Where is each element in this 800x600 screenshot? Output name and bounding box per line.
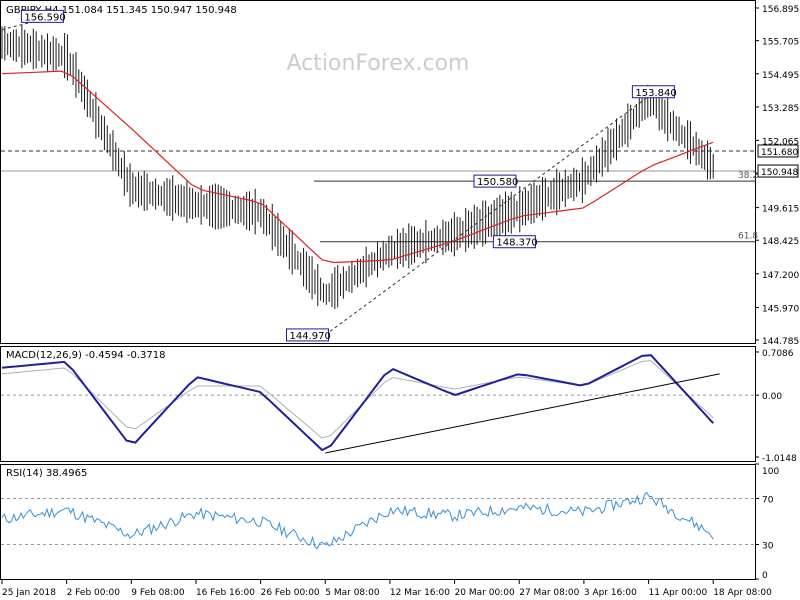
- right-price-box: [757, 144, 799, 158]
- rsi-tick-label: 100: [762, 467, 779, 477]
- price-panel-frame: [0, 0, 756, 344]
- rsi-tick-label: 70: [762, 496, 774, 506]
- x-tick-label: 2 Feb 00:00: [67, 588, 121, 598]
- price-tick-label: 147.200: [762, 271, 799, 281]
- price-label-box: [285, 328, 329, 342]
- rsi-y-axis: 100 70 30 0: [1, 463, 779, 581]
- time-x-axis: 25 Jan 2018 2 Feb 00:00 9 Feb 08:00 16 Feb …: [1, 580, 772, 598]
- price-levels: 38.2 61.8: [1, 150, 758, 243]
- macd-y-axis: 0.7086 0.00 -1.0148: [1, 349, 797, 464]
- price-tick-label: 154.495: [762, 71, 799, 81]
- macd-tick-label: 0.00: [762, 392, 782, 402]
- price-tick-label: 152.065: [762, 137, 799, 147]
- price-label-box: [20, 9, 64, 23]
- moving-average-line: [1, 70, 714, 264]
- price-label-text: 153.840: [635, 88, 676, 99]
- right-price-box: [757, 164, 799, 178]
- price-labels: 156.590 144.970 150.580 148.370 153.840 151.6…: [20, 9, 799, 342]
- rsi-line: [1, 491, 714, 550]
- right-price-text: 151.680: [761, 148, 798, 158]
- price-label-box: [473, 174, 517, 188]
- price-tick-label: 149.615: [762, 205, 799, 215]
- price-label-text: 150.580: [477, 177, 518, 188]
- x-tick-label: 25 Jan 2018: [2, 588, 56, 598]
- x-tick-label: 16 Feb 16:00: [196, 588, 255, 598]
- price-tick-label: 155.705: [762, 38, 799, 48]
- x-tick-label: 27 Mar 08:00: [519, 588, 579, 598]
- macd-tick-label: 0.7086: [762, 349, 794, 359]
- macd-tick-label: -1.0148: [762, 454, 797, 464]
- fib-level-label: 38.2: [738, 171, 758, 181]
- price-tick-label: 156.895: [762, 5, 799, 15]
- price-tick-label: 145.970: [762, 305, 799, 315]
- macd-title: MACD(12,26,9) -0.4594 -0.3718: [6, 350, 166, 361]
- macd-series: [1, 354, 720, 454]
- x-tick-label: 18 Apr 08:00: [713, 588, 772, 598]
- fib-level-label: 61.8: [738, 232, 758, 242]
- macd-signal-line: [1, 360, 714, 439]
- rsi-series: [1, 491, 714, 550]
- price-label-box: [631, 85, 675, 99]
- x-tick-label: 20 Mar 00:00: [455, 588, 515, 598]
- price-tick-label: 148.425: [762, 237, 799, 247]
- x-tick-label: 5 Mar 08:00: [325, 588, 380, 598]
- rsi-tick-label: 30: [762, 542, 774, 552]
- rsi-tick-label: 0: [762, 571, 768, 581]
- rsi-panel-frame: [0, 464, 756, 580]
- price-tick-label: 153.285: [762, 104, 799, 114]
- x-tick-label: 9 Feb 08:00: [131, 588, 185, 598]
- watermark: ActionForex.com: [287, 51, 470, 76]
- price-series: [1, 15, 714, 336]
- x-tick-label: 11 Apr 00:00: [649, 588, 708, 598]
- price-label-text: 156.590: [24, 12, 65, 23]
- x-tick-label: 26 Feb 00:00: [261, 588, 320, 598]
- price-tick-label: 144.785: [762, 337, 799, 347]
- x-tick-label: 3 Apr 16:00: [584, 588, 637, 598]
- price-label-text: 144.970: [289, 331, 330, 342]
- macd-trend-line: [325, 373, 720, 454]
- macd-panel-frame: [0, 346, 756, 462]
- price-label-box: [492, 235, 536, 249]
- right-price-text: 150.948: [761, 168, 798, 178]
- rsi-title: RSI(14) 38.4965: [6, 468, 87, 479]
- x-tick-label: 12 Mar 16:00: [390, 588, 450, 598]
- trend-line-up: [324, 91, 656, 336]
- price-label-text: 148.370: [496, 238, 537, 249]
- macd-main-line: [1, 354, 714, 452]
- price-title: GBPJPY,H4 151.084 151.345 150.947 150.94…: [6, 5, 237, 16]
